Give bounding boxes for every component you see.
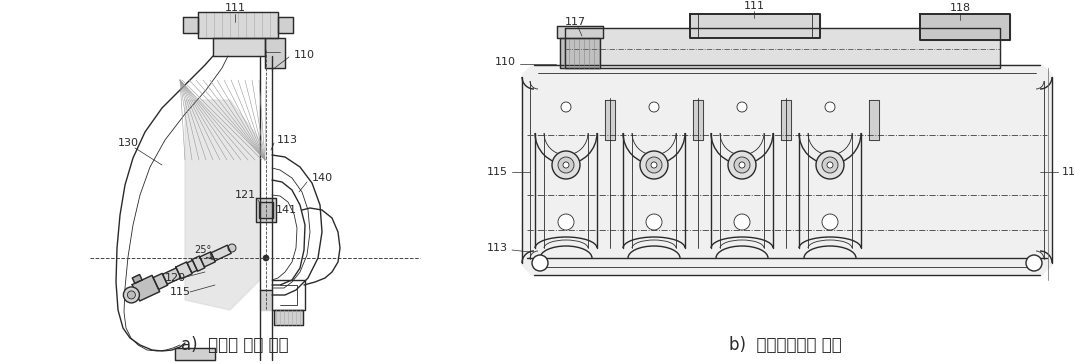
Circle shape — [563, 162, 569, 168]
Polygon shape — [920, 14, 1010, 40]
Circle shape — [825, 102, 835, 112]
Circle shape — [640, 151, 668, 179]
Circle shape — [737, 102, 747, 112]
Text: 117: 117 — [564, 17, 586, 27]
Text: a)  인젝터 취부 구조: a) 인젝터 취부 구조 — [182, 336, 289, 354]
Polygon shape — [782, 100, 791, 140]
Circle shape — [551, 151, 580, 179]
Text: 130: 130 — [118, 138, 139, 148]
Polygon shape — [266, 38, 285, 68]
Polygon shape — [565, 28, 1000, 68]
Polygon shape — [185, 100, 260, 310]
Text: 121: 121 — [234, 190, 256, 200]
Polygon shape — [176, 262, 192, 279]
Polygon shape — [278, 17, 293, 33]
Polygon shape — [259, 202, 273, 218]
Circle shape — [651, 162, 657, 168]
Circle shape — [558, 214, 574, 230]
Polygon shape — [690, 14, 820, 38]
Circle shape — [128, 291, 135, 299]
Polygon shape — [183, 17, 198, 33]
Polygon shape — [132, 275, 160, 301]
Polygon shape — [605, 100, 615, 140]
Circle shape — [532, 255, 548, 271]
Circle shape — [734, 157, 750, 173]
Polygon shape — [213, 38, 266, 56]
Polygon shape — [522, 65, 1052, 275]
Text: 25°: 25° — [195, 245, 212, 255]
Polygon shape — [869, 100, 879, 140]
Circle shape — [561, 102, 571, 112]
Circle shape — [1026, 255, 1042, 271]
Text: 115: 115 — [487, 167, 508, 177]
Polygon shape — [557, 26, 603, 38]
Circle shape — [558, 157, 574, 173]
Circle shape — [734, 214, 750, 230]
Circle shape — [816, 151, 844, 179]
Text: 113: 113 — [487, 243, 508, 253]
Polygon shape — [153, 273, 168, 289]
Text: 115: 115 — [170, 287, 191, 297]
Circle shape — [827, 162, 833, 168]
Polygon shape — [175, 348, 215, 360]
Circle shape — [728, 151, 756, 179]
Polygon shape — [274, 310, 303, 325]
Text: 118: 118 — [949, 3, 971, 13]
Text: 140: 140 — [312, 173, 333, 183]
Circle shape — [228, 244, 236, 252]
Text: 115: 115 — [1062, 167, 1075, 177]
Polygon shape — [162, 268, 181, 284]
Polygon shape — [211, 245, 231, 261]
Text: 113: 113 — [277, 135, 298, 145]
Polygon shape — [132, 274, 142, 283]
Circle shape — [646, 157, 662, 173]
Polygon shape — [198, 12, 278, 38]
Circle shape — [739, 162, 745, 168]
Text: 111: 111 — [225, 3, 245, 13]
Polygon shape — [693, 100, 703, 140]
Polygon shape — [187, 260, 197, 273]
Circle shape — [646, 214, 662, 230]
Polygon shape — [260, 290, 272, 310]
Polygon shape — [256, 198, 276, 222]
Polygon shape — [560, 38, 600, 68]
Polygon shape — [192, 256, 205, 271]
Polygon shape — [200, 252, 215, 267]
Circle shape — [263, 255, 269, 261]
Circle shape — [822, 157, 838, 173]
Circle shape — [822, 214, 838, 230]
Text: b)  흡기매니폴드 구조: b) 흡기매니폴드 구조 — [729, 336, 842, 354]
Text: 141: 141 — [276, 205, 297, 215]
Circle shape — [649, 102, 659, 112]
Text: 120: 120 — [164, 273, 186, 283]
Text: 110: 110 — [494, 57, 516, 67]
Circle shape — [124, 287, 140, 303]
Text: 111: 111 — [744, 1, 764, 11]
Text: 110: 110 — [293, 50, 315, 60]
